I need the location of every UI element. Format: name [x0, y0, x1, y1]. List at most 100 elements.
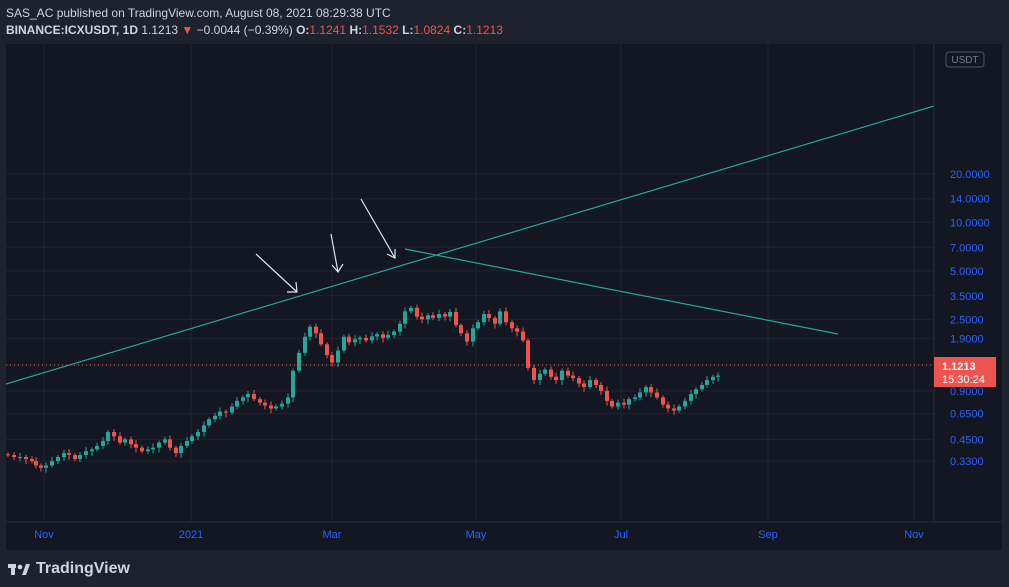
price-axis[interactable]: 0.33000.45000.65000.90001.30001.90002.50…: [6, 44, 1002, 523]
candle-body: [179, 445, 183, 454]
candle-body: [44, 465, 48, 468]
candle-body: [252, 394, 256, 400]
candle-body: [622, 402, 626, 405]
candle-body: [426, 315, 430, 320]
x-tick-label: 2021: [179, 529, 203, 541]
candle-body: [711, 376, 715, 381]
annotation-arrows: [255, 198, 396, 293]
candle-body: [67, 453, 71, 456]
candle-body: [409, 307, 413, 312]
candle-body: [605, 390, 609, 401]
candle-body: [118, 436, 122, 443]
candle-body: [218, 411, 222, 416]
candle-body: [258, 399, 262, 403]
candle-body: [174, 447, 178, 454]
candle-body: [50, 461, 54, 466]
falling-trendline: [404, 248, 839, 335]
candle-body: [415, 307, 419, 317]
candle-body: [241, 397, 245, 401]
candle-body: [560, 370, 564, 381]
candle-body: [364, 337, 368, 341]
candle-body: [521, 331, 525, 341]
candle-body: [582, 383, 586, 388]
candle-body: [62, 453, 66, 457]
candle-body: [454, 311, 458, 326]
y-tick-label: 3.5000: [950, 291, 984, 303]
candle-body: [235, 400, 239, 407]
candle-body: [73, 455, 77, 460]
candle-body: [443, 313, 447, 317]
candle-body: [213, 415, 217, 420]
candle-body: [314, 326, 318, 334]
candle-body: [398, 323, 402, 332]
chart-panel[interactable]: 0.33000.45000.65000.90001.30001.90002.50…: [6, 44, 1002, 550]
candle-body: [538, 373, 542, 381]
candle-body: [39, 465, 43, 468]
candle-body: [465, 333, 469, 342]
candle-body: [56, 456, 60, 462]
plot-area: [6, 44, 934, 522]
candle-body: [515, 328, 519, 332]
svg-text:USDT: USDT: [951, 55, 978, 66]
candle-body: [577, 378, 581, 384]
currency-badge[interactable]: USDT: [945, 51, 985, 68]
candle-body: [101, 440, 105, 446]
candle-body: [526, 340, 530, 368]
candle-body: [431, 315, 435, 318]
y-tick-label: 1.9000: [950, 334, 984, 346]
down-arrow-icon: ▼: [181, 23, 194, 37]
candle-body: [207, 419, 211, 426]
time-axis[interactable]: Nov 2021 Mar May Jul Sep Nov: [34, 529, 924, 541]
candle-body: [106, 432, 110, 441]
candle-body: [151, 447, 155, 450]
footer[interactable]: TradingView: [8, 557, 130, 581]
candle-body: [694, 389, 698, 395]
candle-body: [655, 392, 659, 398]
candle-body: [493, 317, 497, 324]
candle-body: [18, 456, 22, 458]
candle-body: [325, 344, 329, 356]
x-tick-label: May: [466, 529, 487, 541]
y-tick-label: 0.6500: [950, 409, 984, 421]
candle-body: [336, 350, 340, 363]
candle-body: [498, 311, 502, 324]
candle-body: [12, 455, 16, 457]
candle-body: [30, 459, 34, 462]
x-tick-label: Mar: [323, 529, 342, 541]
low-value: 1.0824: [413, 23, 451, 37]
candle-body: [78, 455, 82, 460]
candle-body: [644, 387, 648, 393]
candle-body: [134, 444, 138, 448]
candle-body: [571, 375, 575, 379]
candle-body: [677, 406, 681, 411]
candle-body: [263, 402, 267, 406]
price-chart[interactable]: 0.33000.45000.65000.90001.30001.90002.50…: [6, 44, 1002, 550]
y-tick-label: 2.5000: [950, 314, 984, 326]
y-tick-label: 10.0000: [950, 217, 990, 229]
candle-body: [330, 355, 334, 363]
candle-body: [303, 336, 307, 353]
grid: [6, 44, 934, 522]
candle-body: [471, 328, 475, 342]
candle-body: [476, 322, 480, 329]
svg-text:1.1213: 1.1213: [942, 361, 976, 373]
low-label: L:: [402, 23, 414, 37]
candle-body: [532, 367, 536, 381]
svg-text:15:30:24: 15:30:24: [942, 374, 985, 386]
candle-body: [280, 403, 284, 407]
symbol-name: BINANCE:ICXUSDT, 1D: [6, 23, 139, 37]
candle-body: [196, 432, 200, 437]
candle-body: [190, 436, 194, 441]
candle-body: [705, 380, 709, 385]
chart-header: SAS_AC published on TradingView.com, Aug…: [6, 5, 503, 39]
candle-body: [84, 451, 88, 456]
candle-body: [482, 313, 486, 323]
candle-body: [386, 334, 390, 338]
candle-body: [123, 439, 127, 443]
high-label: H:: [349, 23, 363, 37]
candle-body: [269, 405, 273, 409]
high-value: 1.1532: [362, 23, 399, 37]
candle-body: [168, 439, 172, 448]
candle-body: [616, 402, 620, 407]
candle-body: [370, 336, 374, 341]
